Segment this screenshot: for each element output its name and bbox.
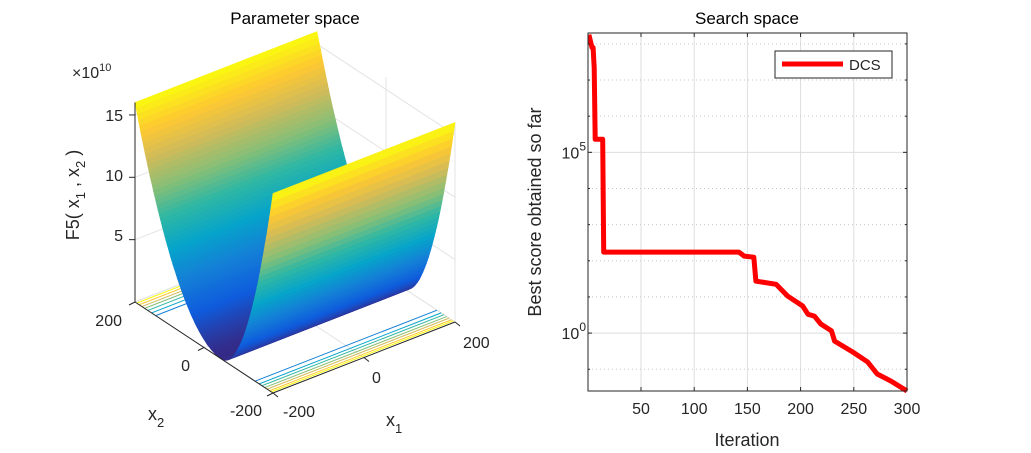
z-label-part: F5( x <box>63 199 83 240</box>
x2-tick <box>266 392 274 397</box>
x2-label-base: x <box>148 404 157 424</box>
y-tick-label: 105 <box>562 139 587 162</box>
y-tick-base: 10 <box>562 145 580 162</box>
x-tick-label: 250 <box>840 401 867 418</box>
x1-label-sub: 1 <box>395 421 402 436</box>
surface-strip <box>271 122 456 202</box>
x2-axis-label: x2 <box>148 404 164 430</box>
z-exponent-label: ×1010 <box>72 62 111 82</box>
x1-label-base: x <box>386 410 395 430</box>
legend-label: DCS <box>849 57 881 74</box>
y-tick-base: 10 <box>562 326 580 343</box>
legend[interactable]: DCS <box>774 50 893 79</box>
z-label-sub: 1 <box>73 192 88 199</box>
x-tick-label: 100 <box>681 401 708 418</box>
x-tick-label: 200 <box>787 401 814 418</box>
convergence-series <box>588 34 909 393</box>
x1-tick <box>363 357 370 362</box>
y-tick-exponent: 5 <box>579 139 586 153</box>
x2-label-sub: 2 <box>157 415 164 430</box>
x2-tick-label: -200 <box>230 403 262 420</box>
contour-line <box>254 309 438 382</box>
surface-plot: Parameter space ×1010 15 10 5 F5( x1 , x… <box>63 9 490 436</box>
y-tick-label: 100 <box>562 320 587 343</box>
contour-line <box>264 316 447 389</box>
x2-tick-label: 200 <box>95 313 122 330</box>
z-label-part: , x <box>63 168 83 192</box>
series-line-dcs <box>588 34 909 393</box>
convergence-gridlines <box>588 33 908 391</box>
z-tick-label: 5 <box>114 228 123 245</box>
contour-line <box>266 317 450 390</box>
x1-tick <box>272 392 279 398</box>
z-exponent-prefix: ×10 <box>72 65 99 82</box>
x1-tick-label: 200 <box>463 335 490 352</box>
x1-tick-label: 0 <box>372 370 381 387</box>
z-axis-label: F5( x1 , x2 ) <box>63 150 88 241</box>
x-tick-label: 50 <box>632 401 650 418</box>
x2-tick <box>128 301 136 306</box>
contour-line <box>261 314 445 387</box>
x1-tick <box>454 321 461 327</box>
z-tick-label: 10 <box>105 168 123 185</box>
z-label-part: ) <box>63 150 83 161</box>
y-axis-label: Best score obtained so far <box>525 107 545 316</box>
x1-tick-label: -200 <box>283 404 315 421</box>
contour-line <box>269 319 452 392</box>
x2-tick-label: 0 <box>181 358 190 375</box>
z-tick-label: 15 <box>105 108 123 125</box>
x-axis-label: Iteration <box>714 430 779 450</box>
contour-line <box>259 312 442 385</box>
x2-tick <box>197 347 205 351</box>
y-tick-exponent: 0 <box>579 320 586 334</box>
x-tick-label: 300 <box>894 401 921 418</box>
x-tick-label: 150 <box>734 401 761 418</box>
surface-mesh <box>134 31 456 361</box>
z-exponent-value: 10 <box>99 62 111 74</box>
contour-line <box>271 320 454 393</box>
surface-axes <box>128 102 461 398</box>
convergence-plot-title: Search space <box>695 9 799 28</box>
z-label-sub: 2 <box>73 161 88 168</box>
x1-axis-label: x1 <box>386 410 402 436</box>
surface-plot-title: Parameter space <box>230 9 359 28</box>
